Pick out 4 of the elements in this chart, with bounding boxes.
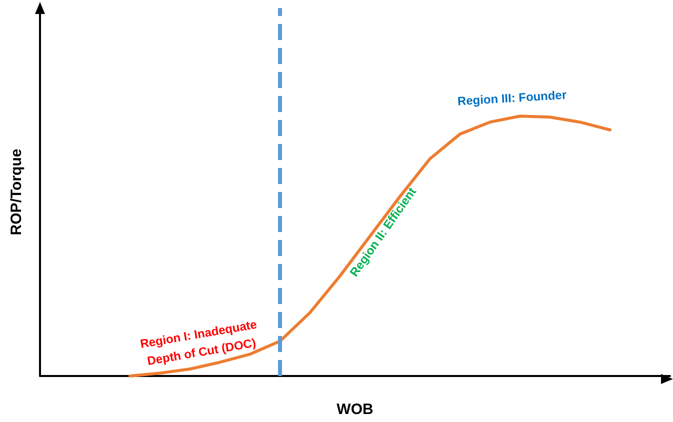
text: Region III: Founder [457,88,568,108]
y-axis-title: ROP/Torque [8,148,25,236]
x-axis-title: WOB [336,401,374,418]
annotation: Region I: Inadequate Depth of Cut (DOC) [139,317,258,368]
